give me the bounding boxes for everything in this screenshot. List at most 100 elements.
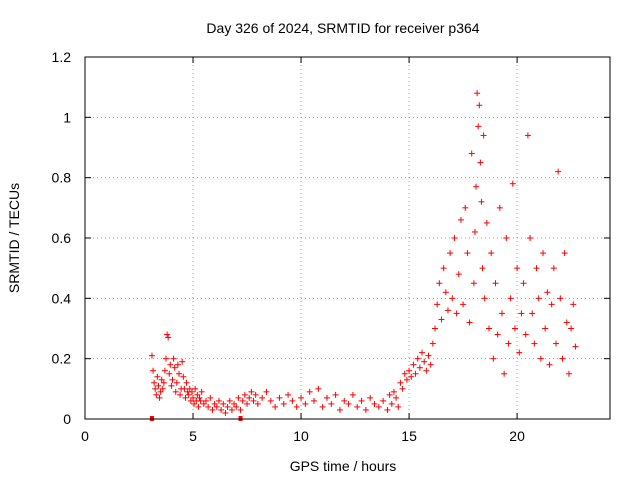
data-point	[246, 394, 253, 401]
data-point	[222, 409, 229, 416]
data-point	[492, 280, 499, 287]
data-point	[478, 198, 485, 205]
data-point	[380, 397, 387, 404]
data-point	[449, 295, 456, 302]
data-point	[568, 325, 575, 332]
x-tick-label: 10	[293, 428, 309, 444]
data-point	[197, 397, 204, 404]
data-point	[345, 400, 352, 407]
data-point	[362, 406, 369, 413]
y-tick-label: 0.2	[52, 351, 72, 367]
data-point	[444, 307, 451, 314]
axis-ticks: 0 5 10 15 20 0 0.2 0.4 0.6 0.8 1 1.2	[52, 49, 610, 444]
data-point	[548, 301, 555, 308]
data-point	[170, 355, 177, 362]
data-point	[241, 391, 248, 398]
data-point	[393, 394, 400, 401]
data-point	[172, 388, 179, 395]
data-point	[518, 310, 525, 317]
data-point	[486, 325, 493, 332]
data-point	[390, 388, 397, 395]
data-point	[311, 397, 318, 404]
data-point	[191, 400, 198, 407]
data-point	[559, 355, 566, 362]
data-point	[200, 400, 207, 407]
data-point	[507, 295, 514, 302]
data-point	[480, 132, 487, 139]
data-point	[151, 379, 158, 386]
data-point	[516, 349, 523, 356]
data-point	[163, 355, 170, 362]
data-point	[159, 385, 166, 392]
data-point	[550, 265, 557, 272]
data-point	[239, 397, 246, 404]
data-point	[527, 235, 534, 241]
data-point	[165, 334, 172, 341]
data-point	[171, 364, 178, 371]
data-point	[408, 373, 415, 380]
data-point	[466, 319, 473, 326]
data-point	[557, 295, 564, 302]
data-point	[190, 394, 197, 401]
data-point	[522, 331, 529, 338]
data-point	[272, 403, 279, 410]
data-point	[259, 394, 266, 401]
data-points	[148, 90, 579, 421]
y-tick-label: 0.6	[52, 230, 72, 246]
data-point	[496, 204, 503, 211]
data-point	[332, 391, 339, 398]
data-point	[244, 400, 251, 407]
data-point	[455, 271, 462, 278]
data-point	[298, 394, 305, 401]
data-point	[476, 102, 483, 109]
data-point	[302, 400, 309, 407]
data-point	[209, 406, 216, 413]
data-point	[319, 403, 326, 410]
data-point	[228, 406, 235, 413]
data-point	[535, 295, 542, 302]
data-point	[194, 391, 201, 398]
data-point	[192, 385, 199, 392]
data-point	[289, 397, 296, 404]
data-point	[175, 370, 182, 377]
data-point	[473, 183, 480, 190]
data-point	[285, 391, 292, 398]
data-point	[474, 90, 481, 97]
data-point	[414, 355, 421, 362]
data-point	[155, 382, 162, 389]
data-point	[336, 406, 343, 413]
data-point	[498, 310, 505, 317]
data-point	[160, 379, 167, 386]
data-point	[462, 204, 469, 211]
data-point	[524, 132, 531, 139]
data-point	[179, 358, 186, 365]
data-point	[218, 406, 225, 413]
data-point	[501, 370, 508, 377]
data-point	[529, 310, 536, 317]
data-point	[457, 216, 464, 223]
data-point	[471, 228, 478, 235]
data-point	[276, 394, 283, 401]
data-point	[427, 361, 434, 368]
data-point	[509, 180, 516, 187]
data-point	[412, 370, 419, 377]
data-point	[451, 235, 458, 241]
y-tick-label: 1.2	[52, 49, 72, 65]
data-point	[231, 400, 238, 407]
data-point	[475, 123, 482, 130]
data-point	[207, 394, 214, 401]
data-point	[158, 376, 165, 383]
data-point	[150, 367, 157, 374]
data-point	[169, 376, 176, 383]
data-point	[403, 376, 410, 383]
data-point	[213, 403, 220, 410]
data-point	[341, 397, 348, 404]
data-point	[520, 280, 527, 287]
data-point	[280, 400, 287, 407]
x-tick-label: 5	[189, 428, 197, 444]
data-point	[306, 388, 313, 395]
data-point	[511, 325, 518, 332]
data-point	[563, 319, 570, 326]
data-point	[167, 361, 174, 368]
data-point	[174, 361, 181, 368]
